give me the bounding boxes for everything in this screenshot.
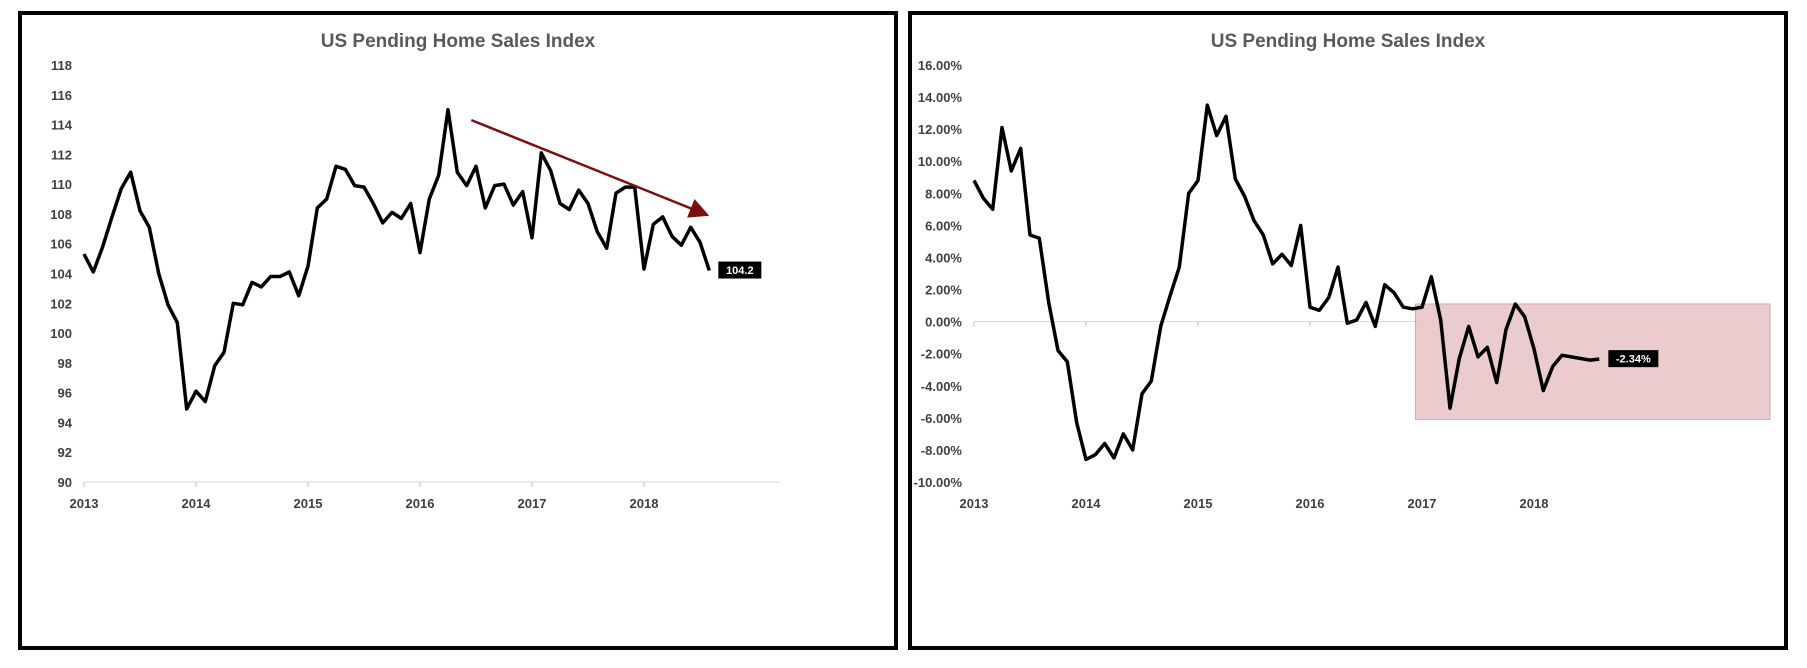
last-value-label-bg	[718, 261, 762, 279]
y-tick-label: -6.00%	[921, 411, 963, 426]
last-value-label: -2.34%	[1616, 354, 1651, 366]
trend-arrow	[470, 118, 710, 218]
x-tick-label: 2017	[1408, 496, 1437, 511]
y-tick-label: 2.00%	[925, 283, 962, 298]
y-tick-label: 96	[58, 386, 72, 401]
chart-title: US Pending Home Sales Index	[320, 31, 596, 52]
y-tick-label: 112	[51, 147, 72, 162]
right-chart-panel: US Pending Home Sales Index -10.00% -8.00…	[908, 11, 1788, 650]
y-tick-label: -2.00%	[921, 347, 963, 362]
x-tick-label: 2015	[1184, 496, 1213, 511]
y-tick-label: 16.00%	[918, 58, 963, 73]
y-tick-label: 106	[50, 237, 72, 252]
y-tick-label: 6.00%	[925, 218, 962, 233]
last-value-label: 104.2	[726, 265, 754, 277]
left-chart-svg: 90 92 94 96 98 100 102 104 106 108 110 112 114 116 118…	[50, 58, 780, 511]
y-tick-label: 98	[58, 356, 72, 371]
last-value-label-bg	[1608, 350, 1659, 368]
y-tick-label: 12.00%	[918, 122, 963, 137]
y-tick-label: 90	[58, 475, 72, 490]
y-tick-label: 94	[58, 415, 73, 430]
series-line	[972, 103, 1600, 462]
y-tick-label: 14.00%	[918, 90, 963, 105]
x-tick-label: 2016	[406, 496, 435, 511]
y-tick-label: 0.00%	[925, 315, 962, 330]
x-tick-label: 2014	[1072, 496, 1102, 511]
left-chart-panel: US Pending Home Sales Index 90 92 94 96 98 10…	[18, 11, 898, 650]
x-tick-label: 2013	[70, 496, 99, 511]
y-tick-label: 104	[50, 267, 72, 282]
x-tick-label: 2014	[182, 496, 212, 511]
y-tick-label: 114	[51, 118, 73, 133]
y-tick-label: 108	[50, 207, 72, 222]
y-tick-label: 10.00%	[918, 154, 963, 169]
right-chart-svg: -10.00% -8.00% -6.00% -4.00% -2.00% 0.00% 2.00…	[914, 58, 1771, 511]
chart-title: US Pending Home Sales Index	[1210, 31, 1486, 52]
y-tick-label: 102	[50, 296, 72, 311]
x-tick-label: 2015	[294, 496, 323, 511]
x-tick-label: 2018	[1520, 496, 1549, 511]
x-tick-label: 2016	[1296, 496, 1325, 511]
y-tick-label: 92	[58, 445, 72, 460]
series-line	[82, 107, 711, 411]
y-tick-label: 8.00%	[925, 186, 962, 201]
y-tick-label: 100	[50, 326, 72, 341]
y-tick-label: 4.00%	[925, 250, 962, 265]
x-tick-label: 2017	[518, 496, 547, 511]
x-tick-label: 2013	[960, 496, 989, 511]
y-tick-label: 118	[51, 58, 72, 73]
y-tick-label: -4.00%	[921, 379, 963, 394]
x-tick-label: 2018	[630, 496, 659, 511]
y-tick-label: 110	[51, 177, 72, 192]
y-tick-label: -8.00%	[921, 443, 963, 458]
highlight-region	[1414, 303, 1771, 420]
y-tick-label: -10.00%	[914, 475, 963, 490]
y-tick-label: 116	[51, 88, 72, 103]
